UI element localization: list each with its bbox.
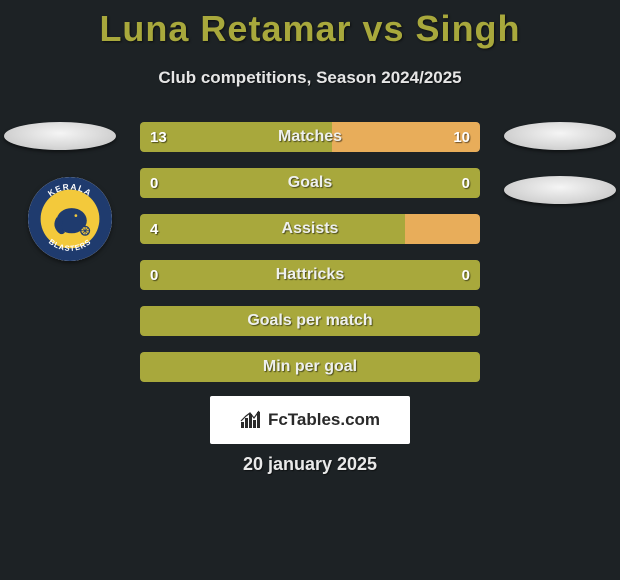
stat-label: Goals [140,168,480,198]
attribution-text: FcTables.com [268,410,380,430]
stat-label: Assists [140,214,480,244]
stat-label: Min per goal [140,352,480,382]
stat-value-left: 13 [140,122,177,152]
stat-value-right: 0 [452,260,480,290]
comparison-bars: Matches1310Goals00Assists40Hattricks00Go… [140,122,480,398]
placeholder-ellipse-ne [504,122,616,150]
club-crest-icon: KERALA BLASTERS [28,177,112,261]
stat-label: Matches [140,122,480,152]
stat-row-matches: Matches13 10 [140,122,480,152]
page-title: Luna Retamar vs Singh [0,0,620,50]
date-text: 20 january 2025 [0,454,620,475]
stat-row-min-per-goal: Min per goal [140,352,480,382]
club-logo: KERALA BLASTERS [28,177,112,261]
stat-label: Goals per match [140,306,480,336]
stat-value-left: 0 [140,260,168,290]
placeholder-ellipse-nw [4,122,116,150]
stat-value-right: 0 [452,168,480,198]
stat-value-left: 4 [140,214,168,244]
stat-row-goals: Goals0 0 [140,168,480,198]
attribution-badge: FcTables.com [210,396,410,444]
stat-value-left: 0 [140,168,168,198]
subtitle: Club competitions, Season 2024/2025 [0,68,620,88]
chart-icon [240,410,262,430]
stat-label: Hattricks [140,260,480,290]
stat-row-goals-per-match: Goals per match [140,306,480,336]
placeholder-ellipse-e2 [504,176,616,204]
stat-row-hattricks: Hattricks0 0 [140,260,480,290]
stat-row-assists: Assists40 [140,214,480,244]
stat-value-right: 10 [443,122,480,152]
